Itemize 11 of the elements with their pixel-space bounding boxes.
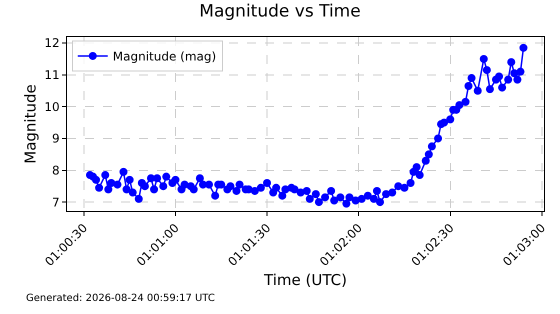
y-tick-label: 12 <box>44 36 60 50</box>
y-tick-label: 8 <box>52 163 60 178</box>
text: Generated: 2026-08-24 00:59:17 UTC <box>26 293 215 304</box>
chart-title: Magnitude vs Time <box>199 2 361 22</box>
x-axis-title: Time (UTC) <box>263 270 347 289</box>
y-axis-title: Magnitude <box>22 84 40 164</box>
y-tick-label: 10 <box>44 100 60 114</box>
legend-label: Magnitude (mag) <box>112 50 216 64</box>
y-tick-label: 11 <box>44 68 60 82</box>
y-tick-label: 9 <box>52 132 60 146</box>
y-tick-label: 7 <box>52 195 60 210</box>
